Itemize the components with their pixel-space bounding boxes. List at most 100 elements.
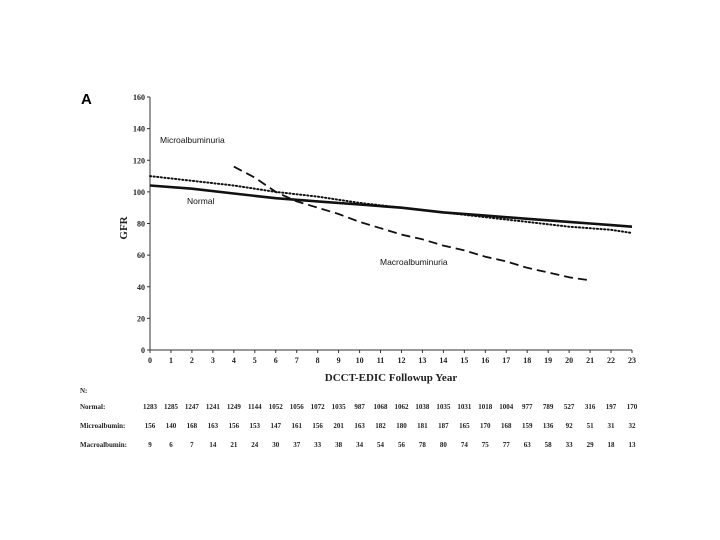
table-cell: 30 [272,441,280,449]
table-cell: 18 [608,441,616,449]
x-tick-label: 16 [481,356,489,365]
x-tick-label: 15 [460,356,468,365]
x-tick-label: 8 [316,356,320,365]
table-cell: 1283 [143,403,158,411]
table-cell: 37 [293,441,301,449]
x-tick-label: 13 [418,356,426,365]
x-tick-label: 20 [565,356,573,365]
table-cell: 1038 [415,403,430,411]
table-cell: 181 [417,422,428,430]
table-cell: 92 [566,422,574,430]
table-cell: 6 [169,441,173,449]
x-tick-label: 5 [253,356,257,365]
y-axis-ticks: 0 20 40 60 80 100 120 140 160 [133,93,150,355]
x-tick-label: 2 [190,356,194,365]
table-cell: 1068 [374,403,389,411]
series-lines [149,165,633,282]
x-tick-label: 14 [439,356,447,365]
y-axis-title: GFR [118,215,130,239]
x-tick-label: 23 [628,356,636,365]
table-cell: 153 [250,422,261,430]
y-tick-label: 60 [137,251,145,260]
x-tick-label: 21 [586,356,594,365]
table-cell: 136 [543,422,554,430]
y-tick-label: 0 [141,346,145,355]
table-cell: 1247 [185,403,200,411]
table-row-label: Macroalbumin: [80,441,127,449]
table-cell: 29 [587,441,595,449]
y-tick-label: 140 [133,125,145,134]
table-cell: 7 [190,441,194,449]
table-cell: 34 [356,441,364,449]
table-cell: 987 [354,403,365,411]
series-line-microalbuminuria [149,175,633,234]
counts-table: N: Normal: 1283 1285 1247 1241 1249 1144 1052 10… [80,387,638,449]
table-row-label: Microalbumin: [80,422,125,430]
table-cell: 1072 [311,403,326,411]
table-cell: 74 [461,441,469,449]
table-cell: 1052 [269,403,284,411]
table-cell: 170 [480,422,491,430]
table-cell: 31 [608,422,616,430]
table-cell: 168 [187,422,198,430]
x-tick-label: 1 [169,356,173,365]
table-cell: 156 [312,422,323,430]
table-cell: 165 [459,422,470,430]
label-macroalbuminuria: Macroalbuminuria [380,257,448,267]
table-cell: 1144 [248,403,262,411]
label-normal: Normal [187,196,215,206]
y-tick-label: 40 [137,283,145,292]
table-cell: 977 [522,403,533,411]
table-cell: 527 [564,403,575,411]
table-cell: 1004 [499,403,514,411]
y-tick-label: 80 [137,220,145,229]
table-cell: 163 [354,422,365,430]
table-cell: 78 [419,441,427,449]
table-cell: 14 [209,441,217,449]
x-axis-ticks: 0 1 2 3 4 5 6 7 8 9 10 11 12 13 14 15 16 17 18 19 20 21 22 23 [148,350,636,365]
table-cell: 156 [145,422,156,430]
table-cell: 32 [629,422,637,430]
x-tick-label: 6 [274,356,278,365]
series-line-macroalbuminuria [233,165,591,282]
table-cell: 180 [396,422,407,430]
table-cell: 1018 [478,403,493,411]
table-cell: 54 [377,441,385,449]
label-microalbuminuria: Microalbuminuria [160,135,225,145]
table-cell: 1062 [394,403,409,411]
table-cell: 1056 [290,403,305,411]
y-tick-label: 160 [133,93,145,102]
table-cell: 1031 [457,403,472,411]
x-tick-label: 10 [356,356,364,365]
table-header: N: [80,387,87,395]
y-tick-label: 100 [133,188,145,197]
table-row-label: Normal: [80,403,105,411]
table-cell: 1249 [227,403,242,411]
x-tick-label: 4 [232,356,236,365]
x-tick-label: 12 [397,356,405,365]
table-cell: 77 [503,441,511,449]
table-cell: 170 [627,403,638,411]
x-tick-label: 18 [523,356,531,365]
table-cell: 33 [314,441,322,449]
table-cell: 1035 [332,403,347,411]
table-cell: 201 [333,422,344,430]
x-axis-title: DCCT-EDIC Followup Year [325,372,458,384]
y-tick-label: 20 [137,314,145,323]
x-tick-label: 22 [607,356,615,365]
table-cell: 147 [270,422,281,430]
table-cell: 163 [208,422,219,430]
table-cell: 51 [587,422,595,430]
table-cell: 182 [375,422,386,430]
table-cell: 56 [398,441,406,449]
table-cell: 1285 [164,403,179,411]
x-tick-label: 9 [337,356,341,365]
table-cell: 13 [629,441,637,449]
y-tick-label: 120 [133,156,145,165]
table-cell: 197 [606,403,617,411]
x-tick-label: 0 [148,356,152,365]
table-cell: 789 [543,403,554,411]
x-tick-label: 17 [502,356,510,365]
table-cell: 156 [229,422,240,430]
